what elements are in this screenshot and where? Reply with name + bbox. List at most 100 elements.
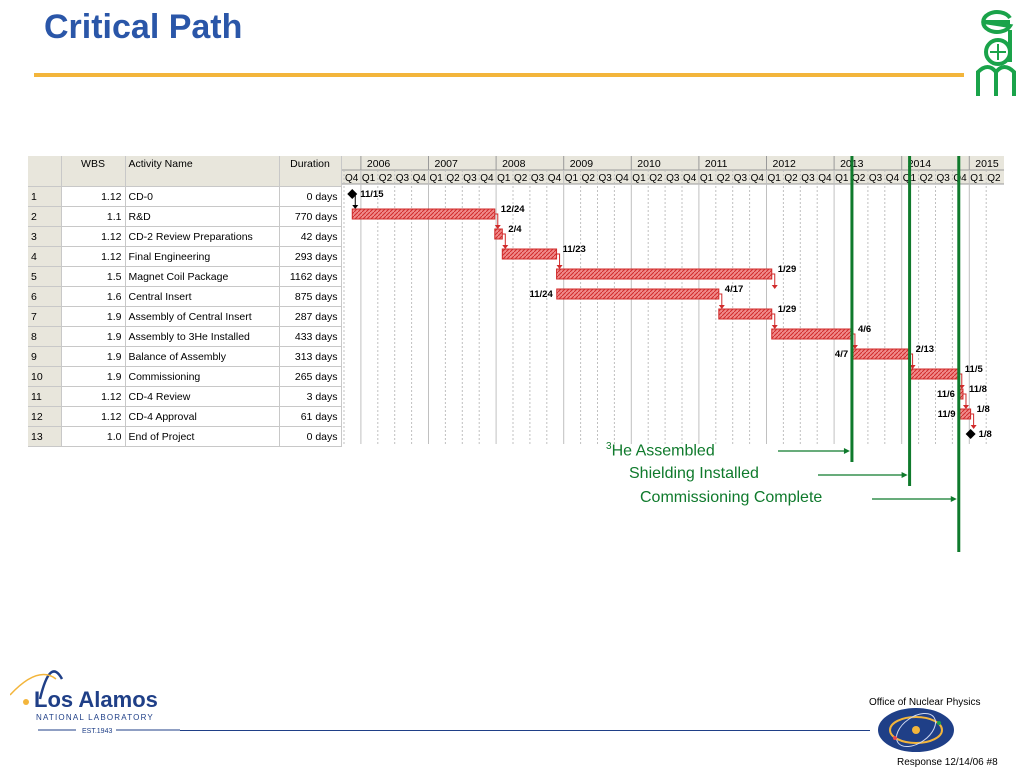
quarter-label: Q1 (430, 173, 444, 184)
table-row: 1 1.12 CD-0 0 days (28, 186, 342, 207)
quarter-label: Q1 (565, 173, 579, 184)
header-activity: Activity Name (125, 156, 280, 187)
quarter-label: Q3 (801, 173, 815, 184)
dependency-line (718, 293, 723, 306)
row-index: 7 (28, 306, 62, 327)
row-duration: 433 days (279, 326, 342, 347)
quarter-label: Q4 (480, 173, 494, 184)
dependency-line (771, 273, 776, 286)
dependency-arrow (494, 225, 501, 229)
row-activity: Final Engineering (125, 246, 280, 267)
row-wbs: 1.12 (61, 246, 126, 267)
task-bar (351, 208, 496, 220)
dependency-arrow (502, 245, 509, 249)
row-wbs: 1.6 (61, 286, 126, 307)
quarter-label: Q1 (632, 173, 646, 184)
page-title: Critical Path (44, 8, 243, 46)
task-bar (909, 368, 960, 380)
task-end-label: 11/5 (965, 364, 984, 375)
quarter-label: Q2 (582, 173, 596, 184)
quarter-label: Q2 (784, 173, 798, 184)
task-bar (556, 288, 720, 300)
task-bar (771, 328, 853, 340)
quarter-label: Q1 (768, 173, 782, 184)
year-label: 2009 (570, 158, 594, 170)
row-activity: CD-4 Approval (125, 406, 280, 427)
quarter-label: Q2 (852, 173, 866, 184)
table-row: 9 1.9 Balance of Assembly 313 days (28, 346, 342, 367)
row-index: 3 (28, 226, 62, 247)
task-start-label: 11/6 (937, 389, 955, 400)
quarter-label: Q3 (531, 173, 545, 184)
task-start-label: 11/9 (938, 409, 956, 420)
task-end-label: 1/29 (778, 264, 797, 275)
row-activity: Central Insert (125, 286, 280, 307)
quarter-label: Q1 (497, 173, 511, 184)
quarter-label: Q1 (700, 173, 714, 184)
year-label: 2007 (435, 158, 459, 170)
quarter-label: Q3 (734, 173, 748, 184)
quarter-label: Q4 (886, 173, 900, 184)
task-end-label: 1/29 (778, 304, 797, 315)
row-wbs: 1.5 (61, 266, 126, 287)
table-row: 4 1.12 Final Engineering 293 days (28, 246, 342, 267)
row-duration: 0 days (279, 426, 342, 447)
task-end-label: 11/8 (969, 384, 987, 395)
row-wbs: 1.9 (61, 306, 126, 327)
row-activity: Assembly of Central Insert (125, 306, 280, 327)
row-duration: 3 days (279, 386, 342, 407)
table-row: 8 1.9 Assembly to 3He Installed 433 days (28, 326, 342, 347)
quarter-label: Q4 (548, 173, 562, 184)
quarter-label: Q4 (413, 173, 427, 184)
task-end-label: 4/6 (858, 324, 871, 335)
task-table: WBS Activity Name Duration 1 1.12 CD-0 0 da… (28, 156, 342, 447)
quarter-label: Q2 (920, 173, 934, 184)
table-row: 12 1.12 CD-4 Approval 61 days (28, 406, 342, 427)
task-start-label: 4/7 (835, 349, 848, 360)
year-label: 2010 (637, 158, 661, 170)
quarter-label: Q4 (818, 173, 832, 184)
row-activity: End of Project (125, 426, 280, 447)
lab-est: EST.1943 (82, 728, 112, 735)
row-index: 4 (28, 246, 62, 267)
year-label: 2008 (502, 158, 526, 170)
task-end-label: 4/17 (725, 284, 744, 295)
quarter-label: Q1 (835, 173, 849, 184)
table-row: 13 1.0 End of Project 0 days (28, 426, 342, 447)
doe-emblem (878, 708, 954, 752)
quarter-label: Q2 (717, 173, 731, 184)
quarter-label: Q3 (396, 173, 410, 184)
row-wbs: 1.9 (61, 326, 126, 347)
row-index: 8 (28, 326, 62, 347)
row-wbs: 1.0 (61, 426, 126, 447)
quarter-label: Q1 (362, 173, 376, 184)
row-activity: CD-2 Review Preparations (125, 226, 280, 247)
task-bar (959, 408, 972, 420)
dependency-line (970, 413, 975, 426)
header-wbs: WBS (61, 156, 126, 187)
row-activity: CD-4 Review (125, 386, 280, 407)
dependency-arrow (771, 285, 778, 289)
row-duration: 770 days (279, 206, 342, 227)
table-row: 5 1.5 Magnet Coil Package 1162 days (28, 266, 342, 287)
lab-sub: NATIONAL LABORATORY (36, 713, 154, 722)
quarter-label: Q4 (751, 173, 765, 184)
row-index: 13 (28, 426, 62, 447)
marker-label-he: 3He Assembled (606, 441, 715, 460)
task-end-label: 12/24 (501, 204, 525, 215)
task-start-label: 11/24 (530, 289, 554, 300)
marker-label-commissioning: Commissioning Complete (640, 489, 823, 506)
dependency-line (502, 233, 506, 246)
dependency-line (771, 313, 776, 326)
dependency-line (494, 213, 499, 226)
table-row: 7 1.9 Assembly of Central Insert 287 days (28, 306, 342, 327)
footer-rule (180, 730, 870, 731)
year-label: 2015 (975, 158, 999, 170)
task-bar (718, 308, 773, 320)
row-index: 2 (28, 206, 62, 227)
table-row: 6 1.6 Central Insert 875 days (28, 286, 342, 307)
lab-name: Los Alamos (34, 687, 158, 712)
quarter-label: Q2 (987, 173, 1001, 184)
milestone-date-label: 11/15 (360, 189, 384, 200)
row-index: 9 (28, 346, 62, 367)
